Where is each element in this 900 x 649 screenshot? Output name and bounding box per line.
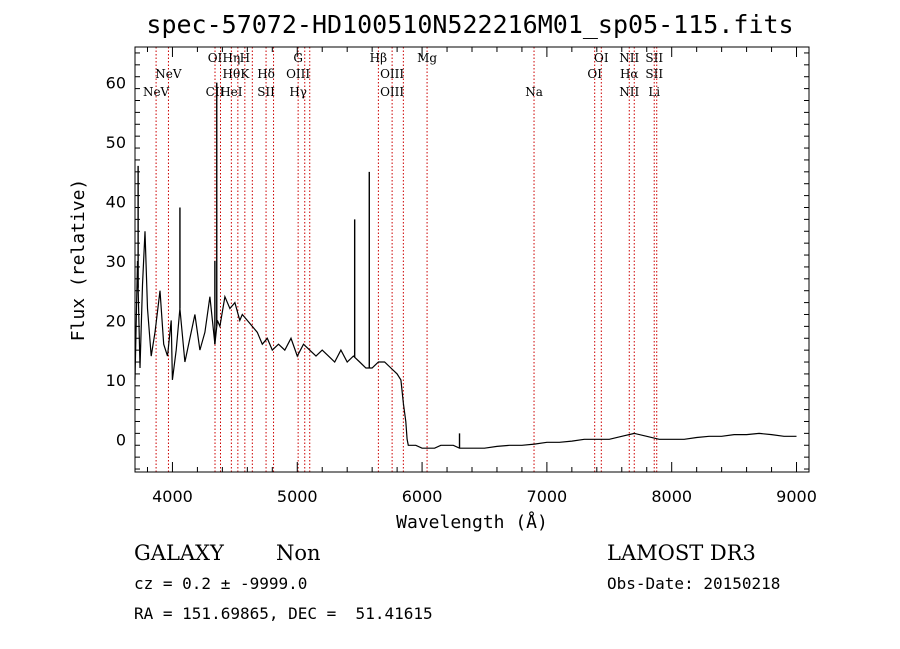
plot-frame [134,46,810,473]
line-marker-group [155,47,658,472]
line-label: HeI [220,85,243,99]
y-tick-label: 30 [106,252,126,271]
line-label: G [293,51,303,65]
coordinates-label: RA = 151.69865, DEC = 51.41615 [134,604,433,623]
line-label: OI [208,51,223,65]
survey-label: LAMOST DR3 [607,541,756,565]
line-label: K [240,67,250,81]
line-label: Na [525,85,543,99]
y-tick-label: 20 [106,311,126,330]
x-tick-label: 6000 [402,487,443,506]
line-label: NII [619,85,639,99]
x-tick-label: 4000 [152,487,193,506]
subclass-label: Non [276,541,321,565]
redshift-label: cz = 0.2 ± -9999.0 [134,574,307,593]
y-tick-label: 0 [116,430,126,449]
line-label: NeV [143,85,170,99]
line-label: OI [587,67,602,81]
y-tick-label: 10 [106,371,126,390]
line-label: Li [648,85,660,99]
y-tick-label: 40 [106,193,126,212]
x-tick-label: 7000 [527,487,568,506]
line-label: Hβ [370,51,387,65]
y-tick-label: 50 [106,133,126,152]
line-label: H [240,51,250,65]
x-axis: 4000 5000 6000 7000 8000 9000 [146,47,817,506]
line-label: NII [619,51,639,65]
spectrum-line [134,231,797,449]
line-label: CII [206,85,225,99]
obs-date-label: Obs-Date: 20150218 [607,574,780,593]
line-label: Hθ [223,67,241,81]
line-label: SII [645,51,663,65]
object-class-label: GALAXY [134,541,225,565]
y-tick-label: 60 [106,74,126,93]
line-label: OIII [286,67,310,81]
spectrum-series [134,82,797,449]
line-label: SII [257,85,275,99]
line-label: Hγ [289,85,307,99]
y-axis: 0 10 20 30 40 50 60 [106,52,809,470]
x-tick-label: 9000 [776,487,817,506]
line-label: Hη [223,51,241,65]
line-label: OI [594,51,609,65]
line-label: Mg [417,51,437,65]
line-label: OIII [380,85,404,99]
x-axis-label: Wavelength (Å) [396,511,548,533]
line-label: NeV [155,67,182,81]
line-label: Hα [620,67,639,81]
line-label: SII [645,67,663,81]
x-tick-label: 8000 [651,487,692,506]
y-axis-label: Flux (relative) [68,179,89,342]
chart-title: spec-57072-HD100510N522216M01_sp05-115.f… [146,10,793,39]
line-label: OIII [380,67,404,81]
line-label: Hδ [257,67,275,81]
x-tick-label: 5000 [277,487,318,506]
